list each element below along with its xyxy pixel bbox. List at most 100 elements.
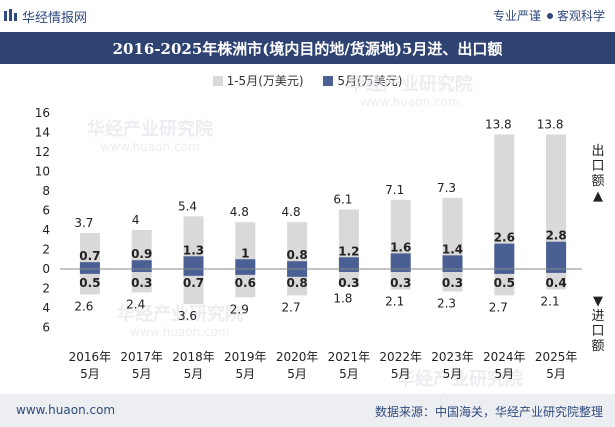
data-label-monthly-export: 0.7 [79, 249, 100, 263]
data-label-cumulative-export: 4.8 [282, 205, 301, 219]
x-tick-label-year: 2017年 [120, 350, 163, 364]
bar-monthly-export [131, 260, 152, 269]
bar-monthly-export [442, 255, 463, 269]
data-label-monthly-export: 0.8 [286, 248, 307, 262]
x-tick-label-year: 2023年 [431, 350, 474, 364]
bar-cumulative-export [287, 222, 308, 269]
data-label-monthly-import: 0.3 [442, 276, 463, 290]
bar-cumulative-export [390, 199, 411, 269]
y-tick-label: 4 [42, 301, 50, 315]
data-label-monthly-import: 0.5 [494, 276, 515, 290]
data-label-monthly-export: 1 [241, 246, 249, 260]
watermark-url: www.huaon.com [100, 140, 199, 154]
legend-item-monthly: 5月(万美元) [323, 72, 402, 89]
data-label-monthly-import: 0.3 [390, 276, 411, 290]
watermark-text: 华经产业研究院 [397, 368, 523, 390]
legend-swatch-monthly [323, 76, 334, 86]
x-tick-label-month: 5月 [443, 367, 463, 381]
data-label-cumulative-import: 2.3 [437, 296, 456, 310]
legend-swatch-cumulative [212, 76, 223, 86]
bar-cumulative-export [235, 222, 256, 269]
watermark-url: www.huaon.com [130, 325, 229, 339]
bar-monthly-import [546, 269, 567, 273]
y-tick-label: 6 [42, 204, 50, 218]
y-tick-label: 14 [35, 126, 50, 140]
data-label-cumulative-export: 6.1 [333, 193, 352, 207]
bar-monthly-export [338, 257, 359, 269]
x-tick-label-month: 5月 [391, 367, 411, 381]
data-label-cumulative-import: 3.6 [178, 309, 197, 323]
x-tick-label-month: 5月 [235, 367, 255, 381]
x-tick-label-month: 5月 [546, 367, 566, 381]
data-label-cumulative-export: 7.1 [385, 183, 404, 197]
bar-monthly-export [79, 262, 100, 269]
y-tick-label: 6 [42, 321, 50, 335]
bar-monthly-import [131, 269, 152, 272]
data-label-monthly-import: 0.8 [286, 276, 307, 290]
watermark-text: 华经产业研究院 [117, 303, 243, 325]
import-side-text: 进口额 [591, 309, 605, 354]
data-label-monthly-export: 1.3 [183, 243, 204, 257]
footer-source: 数据来源：中国海关，华经产业研究院整理 [374, 405, 603, 419]
bar-monthly-import [287, 269, 308, 277]
data-label-monthly-import: 0.5 [79, 276, 100, 290]
import-side-label: ▼ 进口额 [590, 294, 606, 354]
bar-cumulative-export [79, 232, 100, 269]
bar-cumulative-import [546, 269, 567, 290]
bar-cumulative-import [235, 269, 256, 298]
x-tick-label-year: 2020年 [276, 350, 319, 364]
data-label-monthly-export: 1.4 [442, 242, 463, 256]
data-label-monthly-export: 2.6 [494, 231, 515, 245]
data-label-cumulative-export: 4 [132, 213, 140, 227]
data-label-cumulative-export: 13.8 [537, 117, 564, 131]
bar-cumulative-import [442, 269, 463, 292]
footer-bar: www.huaon.com 数据来源：中国海关，华经产业研究院整理 [0, 394, 615, 427]
y-tick-label: 8 [42, 184, 50, 198]
slogan-left: 专业严谨 [492, 9, 541, 23]
y-tick-label: 4 [42, 223, 50, 237]
data-label-cumulative-import: 2.9 [230, 302, 249, 316]
legend-item-cumulative: 1-5月(万美元) [212, 72, 304, 89]
data-label-cumulative-import: 2.7 [282, 300, 301, 314]
export-side-label: 出口额 ▲ [590, 144, 606, 204]
watermark-url: www.huaon.com [360, 95, 459, 109]
bar-monthly-export [287, 261, 308, 269]
data-label-monthly-import: 0.4 [545, 276, 566, 290]
data-label-cumulative-import: 2.7 [489, 300, 508, 314]
data-label-monthly-export: 0.9 [131, 247, 152, 261]
data-label-monthly-import: 0.3 [338, 276, 359, 290]
slogan-right: 客观科学 [556, 9, 605, 23]
bar-monthly-import [494, 269, 515, 274]
y-tick-label: 0 [42, 262, 50, 276]
y-tick-label: 2 [42, 243, 50, 257]
x-tick-label-year: 2018年 [172, 350, 215, 364]
bar-cumulative-import [79, 269, 100, 295]
data-label-monthly-export: 2.8 [545, 229, 566, 243]
export-side-text: 出口额 [591, 144, 605, 189]
data-label-monthly-import: 0.7 [183, 276, 204, 290]
top-bar: 华经情报网 专业严谨 客观科学 [0, 0, 615, 30]
data-label-monthly-export: 1.2 [338, 244, 359, 258]
bar-cumulative-import [338, 269, 359, 287]
y-tick-label: 2 [42, 282, 50, 296]
watermark-text: 华经产业研究院 [87, 118, 213, 140]
bar-cumulative-export [442, 197, 463, 269]
bar-cumulative-import [390, 269, 411, 290]
x-tick-label-year: 2024年 [483, 350, 526, 364]
import-arrow-icon: ▼ [593, 294, 603, 309]
footer-url: www.huaon.com [16, 403, 116, 417]
data-label-monthly-import: 0.3 [131, 276, 152, 290]
y-tick-label: 12 [35, 145, 50, 159]
data-label-monthly-export: 1.6 [390, 240, 411, 254]
legend-label-monthly: 5月(万美元) [337, 74, 403, 88]
bar-monthly-import [235, 269, 256, 275]
bar-cumulative-export [338, 209, 359, 269]
title-bar: 2016-2025年株洲市(境内目的地/货源地)5月进、出口额 [0, 32, 615, 64]
bar-monthly-import [338, 269, 359, 272]
data-label-monthly-import: 0.6 [235, 276, 256, 290]
bar-cumulative-export [131, 230, 152, 269]
x-tick-label-year: 2022年 [379, 350, 422, 364]
data-label-cumulative-export: 7.3 [437, 181, 456, 195]
legend-label-cumulative: 1-5月(万美元) [226, 74, 304, 88]
